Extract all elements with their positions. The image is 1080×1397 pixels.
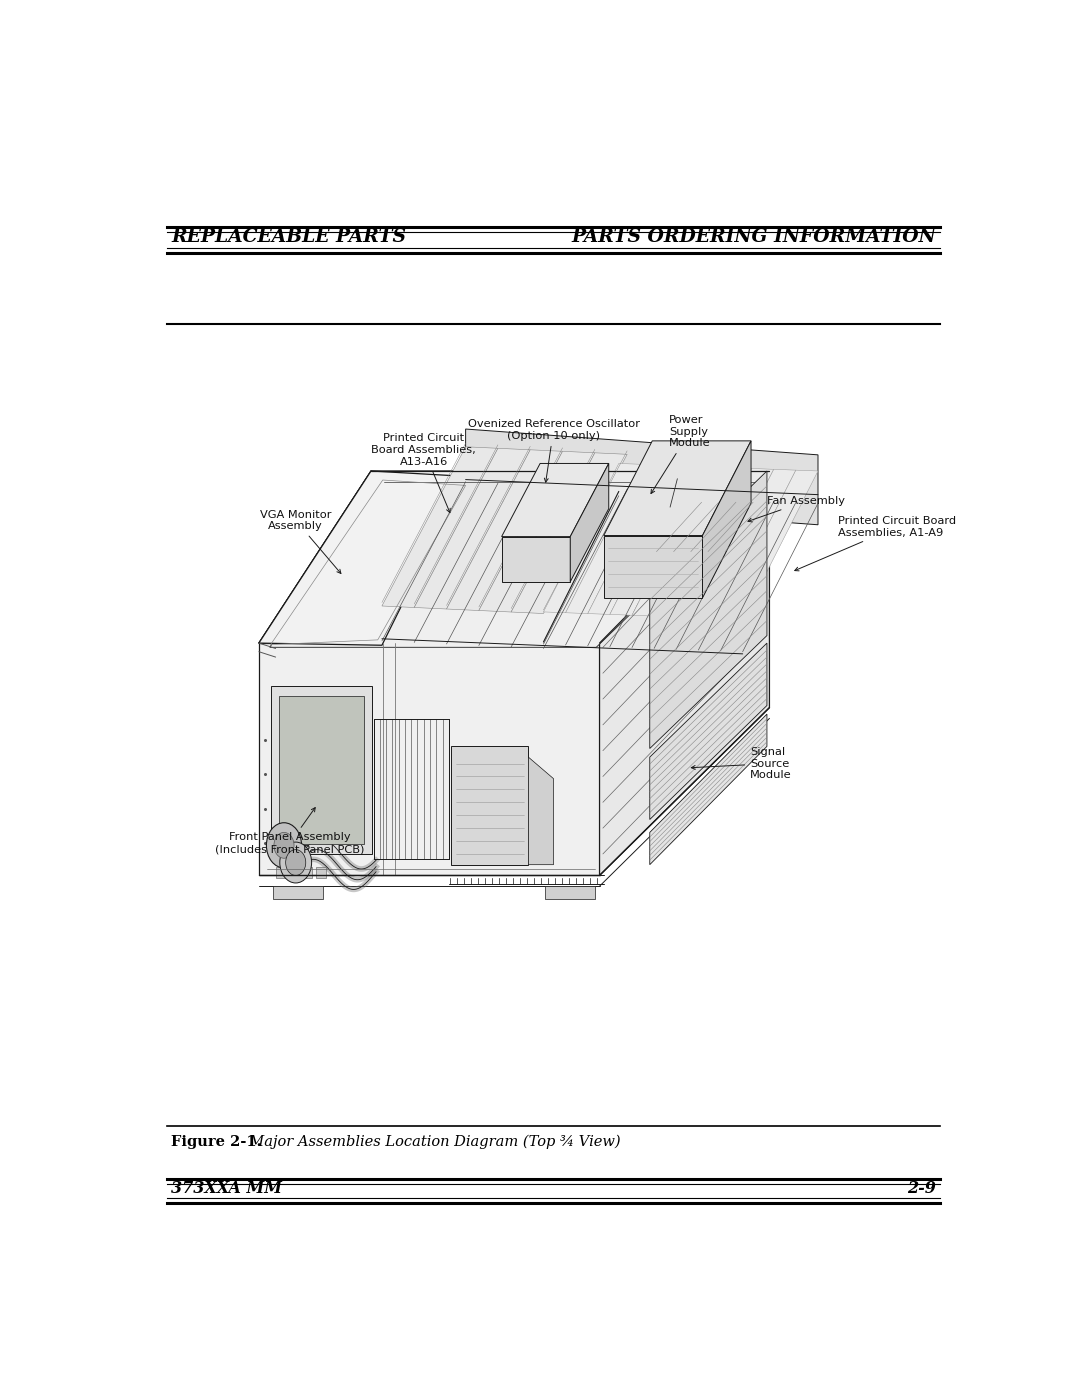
Polygon shape — [259, 471, 769, 643]
Polygon shape — [415, 448, 530, 609]
Polygon shape — [511, 453, 627, 613]
Polygon shape — [699, 469, 796, 619]
Circle shape — [267, 823, 301, 868]
Polygon shape — [632, 467, 729, 616]
Polygon shape — [275, 866, 285, 877]
Polygon shape — [315, 866, 326, 877]
Polygon shape — [676, 468, 773, 617]
Polygon shape — [604, 535, 702, 598]
Text: REPLACEABLE PARTS: REPLACEABLE PARTS — [171, 228, 406, 246]
Polygon shape — [478, 451, 595, 612]
Text: Printed Circuit Board
Assemblies, A1-A9: Printed Circuit Board Assemblies, A1-A9 — [795, 515, 956, 571]
Polygon shape — [599, 471, 769, 876]
Text: Signal
Source
Module: Signal Source Module — [691, 747, 792, 780]
Text: PARTS ORDERING INFORMATION: PARTS ORDERING INFORMATION — [571, 228, 936, 246]
Text: Printed Circuit
Board Assemblies,
A13-A16: Printed Circuit Board Assemblies, A13-A1… — [372, 433, 476, 513]
Polygon shape — [720, 471, 818, 619]
Polygon shape — [279, 696, 364, 844]
Polygon shape — [570, 464, 609, 581]
Circle shape — [280, 842, 312, 883]
Polygon shape — [604, 441, 751, 535]
Polygon shape — [588, 465, 685, 615]
Polygon shape — [446, 450, 563, 610]
Polygon shape — [650, 714, 767, 865]
Polygon shape — [451, 746, 528, 865]
Polygon shape — [566, 464, 663, 613]
Polygon shape — [259, 643, 599, 876]
Text: Figure 2-1.: Figure 2-1. — [171, 1136, 261, 1150]
Polygon shape — [270, 482, 766, 647]
Text: 2-9: 2-9 — [907, 1179, 936, 1197]
Polygon shape — [501, 464, 609, 536]
Polygon shape — [543, 464, 640, 613]
Polygon shape — [501, 536, 570, 581]
Polygon shape — [302, 866, 312, 877]
Polygon shape — [259, 471, 465, 645]
Polygon shape — [273, 886, 323, 900]
Text: Fan Assembly: Fan Assembly — [748, 496, 845, 522]
Text: 373XXA MM: 373XXA MM — [171, 1179, 282, 1197]
Text: Front Panel Assembly
(Includes Front Panel PCB): Front Panel Assembly (Includes Front Pan… — [215, 807, 365, 854]
Polygon shape — [545, 886, 595, 900]
Polygon shape — [271, 686, 372, 854]
Circle shape — [274, 833, 294, 858]
Circle shape — [285, 849, 306, 876]
Polygon shape — [382, 447, 498, 608]
Text: Major Assemblies Location Diagram (Top ¾ View): Major Assemblies Location Diagram (Top ¾… — [241, 1134, 621, 1150]
Polygon shape — [654, 468, 752, 617]
Polygon shape — [610, 467, 707, 615]
Text: VGA Monitor
Assembly: VGA Monitor Assembly — [260, 510, 341, 573]
Polygon shape — [702, 441, 751, 598]
Polygon shape — [465, 429, 818, 525]
Polygon shape — [289, 866, 299, 877]
Polygon shape — [652, 497, 766, 557]
Polygon shape — [650, 471, 767, 749]
Polygon shape — [650, 643, 767, 820]
Text: Power
Supply
Module: Power Supply Module — [651, 415, 711, 493]
Polygon shape — [528, 757, 554, 865]
Text: Ovenized Reference Oscillator
(Option 10 only): Ovenized Reference Oscillator (Option 10… — [468, 419, 639, 482]
